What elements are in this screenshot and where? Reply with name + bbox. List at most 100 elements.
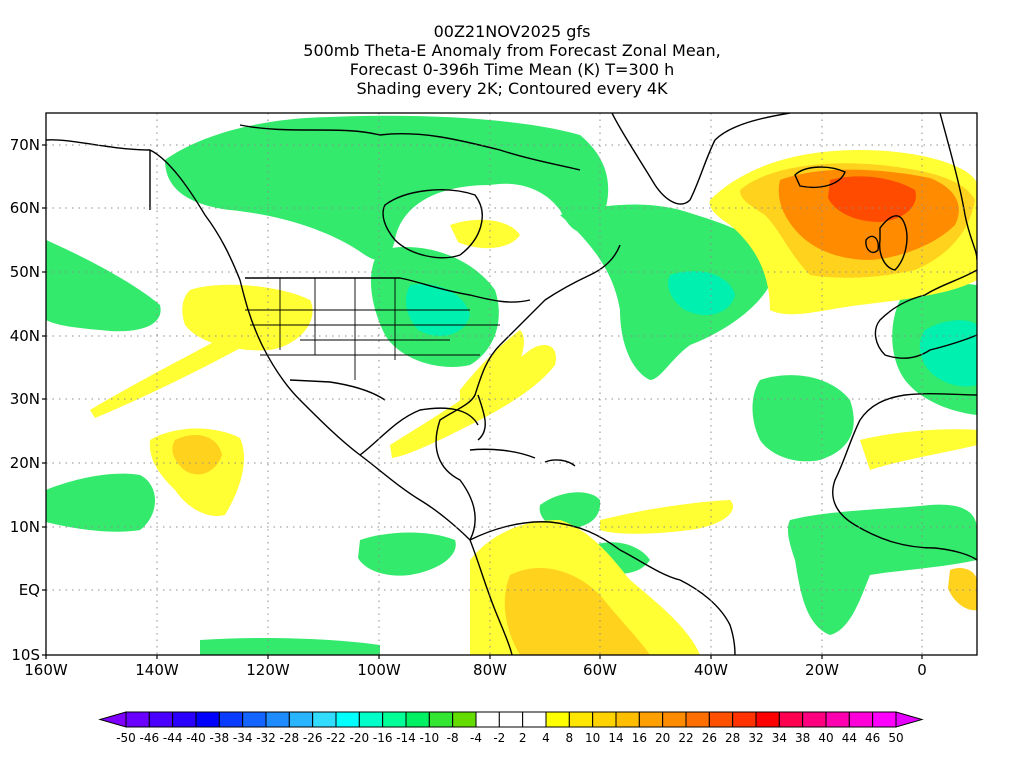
colorbar-box [638,711,664,728]
colorbar-box [218,711,244,728]
lat-tick-label: EQ [19,581,40,599]
anomaly-warm-hudson [450,219,520,249]
colorbar-box [148,711,174,728]
colorbar-label: -28 [280,731,300,745]
colorbar-label: 4 [542,731,550,745]
colorbar-box [335,711,360,728]
lon-tick-label: 20W [805,661,839,679]
colorbar-label: 14 [608,731,623,745]
colorbar-label: 28 [725,731,740,745]
coast-south-america-west [469,539,513,655]
colorbar-box [522,711,547,728]
colorbar-max-arrow [895,711,924,728]
colorbar-label: -44 [163,731,183,745]
colorbar-label: 38 [795,731,810,745]
coast-south-america [469,521,736,655]
colorbar-box [312,711,337,728]
map-title: 00Z21NOV2025 gfs 500mb Theta-E Anomaly f… [0,22,1024,98]
title-line-3: Forecast 0-396h Time Mean (K) T=300 h [349,60,675,79]
colorbar-box [172,711,197,728]
colorbar-label: -4 [470,731,482,745]
lon-tick-label: 80W [473,661,507,679]
colorbar-label: 10 [585,731,600,745]
lon-tick-label: 0 [917,661,927,679]
colorbar-label: 22 [678,731,693,745]
colorbar-box [242,711,267,728]
colorbar-label: -2 [493,731,505,745]
lon-tick-label: 140W [135,661,179,679]
colorbar-box [568,711,594,728]
lat-tick-label: 50N [10,263,40,281]
coast-cuba [469,448,536,459]
lon-tick-label: 40W [694,661,728,679]
colorbar-box [125,711,150,728]
coast-gulf-mexico [359,407,479,456]
coast-scandinavia [939,113,977,261]
title-line-2: 500mb Theta-E Anomaly from Forecast Zona… [303,41,721,60]
state-lines [245,278,500,380]
lat-tick-label: 40N [10,327,40,345]
colorbar-label: 50 [888,731,903,745]
lon-tick-label: 120W [246,661,290,679]
colorbar-labels: -50 -46 -44 -40 -38 -34 -32 -28 -26 -22 -20 -16 -14-… [116,731,903,745]
colorbar-box [405,711,430,728]
coast-florida [477,394,486,441]
colorbar-label: -22 [326,731,346,745]
lon-tick-label: 100W [357,661,401,679]
colorbar-box [195,711,220,728]
border-us-mexico [289,379,386,401]
colorbar-box [778,711,804,728]
coast-ireland [865,235,880,254]
anomaly-cool-caribbean [539,492,601,529]
colorbar-box [732,711,757,728]
colorbar-box [615,711,640,728]
anomaly-cool-canada [165,115,609,261]
lat-tick-label: 30N [10,390,40,408]
colorbar-label: -38 [210,731,230,745]
colorbar-label: 26 [702,731,717,745]
colorbar-box [265,711,290,728]
colorbar-label: -34 [233,731,253,745]
colorbar-label: 2 [519,731,527,745]
colorbar-label: 8 [566,731,574,745]
coast-greenland [611,113,791,205]
lat-tick-label: 70N [10,136,40,154]
anomaly-cool-core-iberia [919,320,977,387]
colorbar-label: 16 [632,731,647,745]
colorbar-box [802,711,827,728]
colorbar-label: 20 [655,731,670,745]
colorbar-label: -40 [186,731,206,745]
colorbar-box [685,711,710,728]
lon-tick-label: 160W [24,661,68,679]
anomaly-cool-core-atlantic [668,271,735,315]
anomaly-cool-south [200,637,380,655]
colorbar-box [708,711,734,728]
map-frame [45,112,978,656]
anomaly-warm-tropical-band [600,500,734,534]
colorbar-label: -16 [373,731,393,745]
lon-tick-label: 60W [583,661,617,679]
lat-tick-label: 10N [10,518,40,536]
border-us-canada [245,277,531,303]
colorbar-box [382,711,407,728]
colorbar-label: -26 [303,731,323,745]
colorbar-box [872,711,897,728]
coast-iceland [794,166,846,189]
colorbar-box [288,711,314,728]
lat-tick-label: 60N [10,199,40,217]
anomaly-cool-eastpac [46,473,155,532]
colorbar-box [848,711,874,728]
colorbar-box [428,711,454,728]
colorbar-label: -8 [447,731,459,745]
colorbar-min-arrow [98,711,127,728]
coast-hispaniola [544,459,576,467]
anomaly-cool-nafrica [752,375,854,462]
coast-hudson-bay [382,189,483,259]
colorbar-box [592,711,617,728]
colorbar-box [755,711,780,728]
anomaly-warm-band-pac [90,325,255,418]
anomaly-warm-max-uk [828,176,916,222]
anomaly-cool-tropical-atlantic [787,504,977,635]
